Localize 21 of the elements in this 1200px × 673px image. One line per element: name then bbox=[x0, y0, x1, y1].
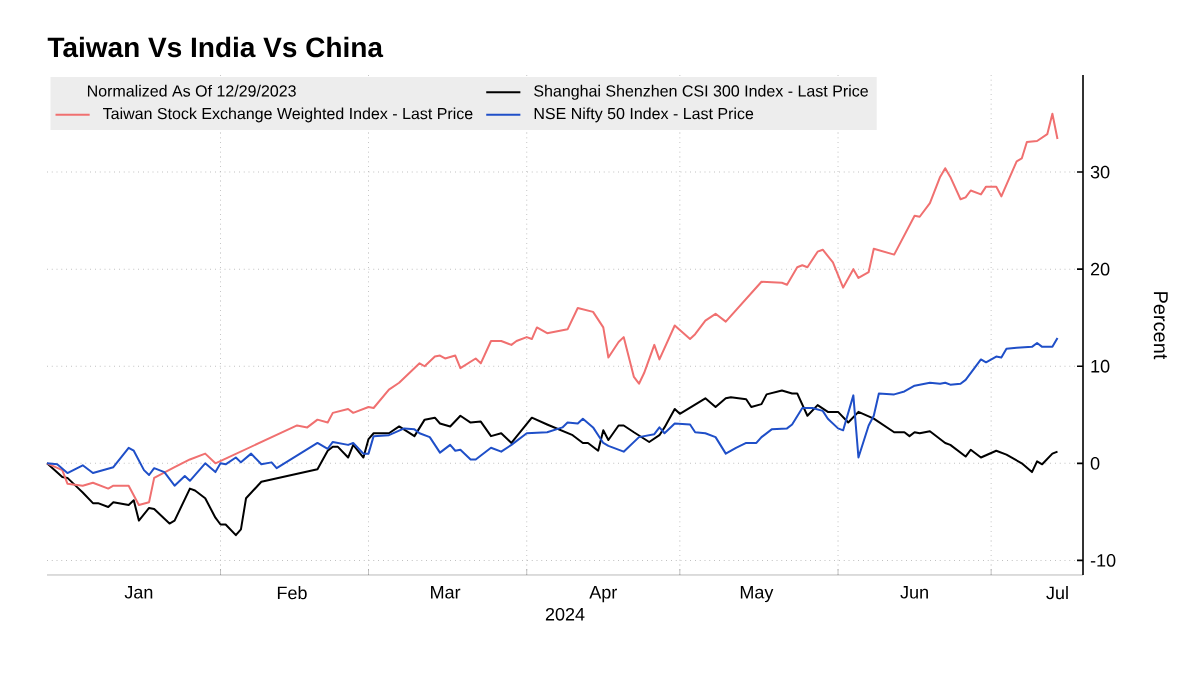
x-tick-label: Mar bbox=[431, 586, 461, 599]
x-tick-label: Feb bbox=[277, 586, 307, 600]
y-tick-label: -10 bbox=[1090, 554, 1116, 567]
legend-label: NSE Nifty 50 Index - Last Price bbox=[534, 107, 754, 123]
x-tick-label: Jan bbox=[124, 586, 153, 599]
x-tick-label: May bbox=[740, 586, 774, 603]
legend-label: Taiwan Stock Exchange Weighted Index - Last Price bbox=[103, 107, 473, 123]
legend-title: Normalized As Of 12/29/2023 bbox=[87, 84, 296, 97]
y-tick-label: 10 bbox=[1091, 359, 1110, 373]
x-axis-title: 2024 bbox=[545, 607, 585, 621]
x-tick-label: Jun bbox=[900, 586, 928, 599]
y-tick-label: 0 bbox=[1090, 456, 1100, 470]
x-tick-label: Jul bbox=[1046, 586, 1068, 600]
y-tick-label: 30 bbox=[1090, 165, 1110, 179]
legend-label: Shanghai Shenzhen CSI 300 Index - Last Price bbox=[534, 84, 868, 100]
chart-title: Taiwan Vs India Vs China bbox=[47, 36, 384, 58]
line-series bbox=[46, 337, 1059, 487]
y-axis-title: Percent bbox=[1153, 292, 1168, 360]
line-series bbox=[46, 389, 1059, 537]
x-tick-label: Apr bbox=[589, 586, 617, 603]
y-tick-label: 20 bbox=[1090, 262, 1110, 276]
